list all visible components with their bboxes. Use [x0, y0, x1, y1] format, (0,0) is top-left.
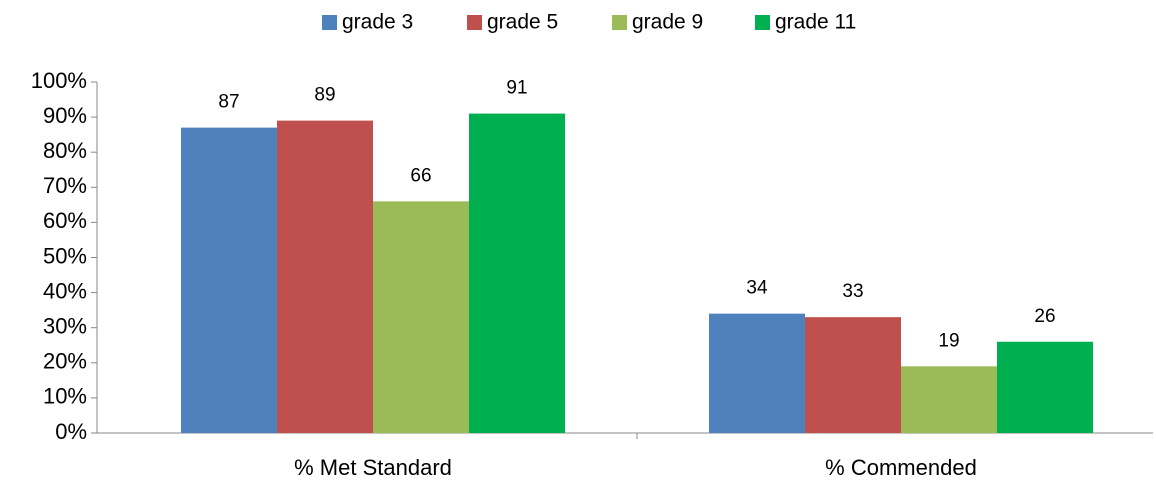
legend-swatch: [322, 15, 337, 30]
bar: [805, 317, 901, 433]
legend-label: grade 11: [775, 11, 856, 34]
value-label: 91: [506, 78, 527, 99]
y-tick-label: 90%: [43, 103, 87, 128]
value-label: 87: [218, 92, 239, 113]
y-tick-label: 40%: [43, 278, 87, 303]
bar: [709, 313, 805, 433]
bar: [901, 366, 997, 433]
legend-label: grade 5: [487, 11, 558, 34]
legend-swatch: [755, 15, 770, 30]
y-tick-label: 0%: [55, 419, 87, 444]
value-label: 19: [938, 330, 959, 351]
value-label: 66: [410, 165, 431, 186]
value-label: 34: [746, 278, 768, 299]
y-tick-label: 60%: [43, 208, 87, 233]
bar: [997, 341, 1093, 433]
y-tick-label: 30%: [43, 314, 87, 339]
legend-label: grade 9: [632, 11, 703, 34]
legend-swatch: [612, 15, 627, 30]
y-tick-label: 50%: [43, 243, 87, 268]
y-tick-label: 10%: [43, 384, 87, 409]
y-tick-label: 100%: [31, 68, 87, 93]
value-label: 26: [1034, 306, 1055, 327]
legend-label: grade 3: [342, 11, 413, 34]
value-label: 33: [842, 281, 863, 302]
x-tick-label: % Commended: [825, 455, 977, 480]
value-label: 89: [314, 85, 335, 106]
bar: [469, 113, 565, 433]
y-tick-label: 70%: [43, 173, 87, 198]
y-tick-label: 80%: [43, 138, 87, 163]
bar: [277, 120, 373, 434]
y-tick-label: 20%: [43, 349, 87, 374]
bar: [181, 127, 277, 433]
legend-swatch: [467, 15, 482, 30]
bar: [373, 201, 469, 433]
x-tick-label: % Met Standard: [294, 455, 452, 480]
